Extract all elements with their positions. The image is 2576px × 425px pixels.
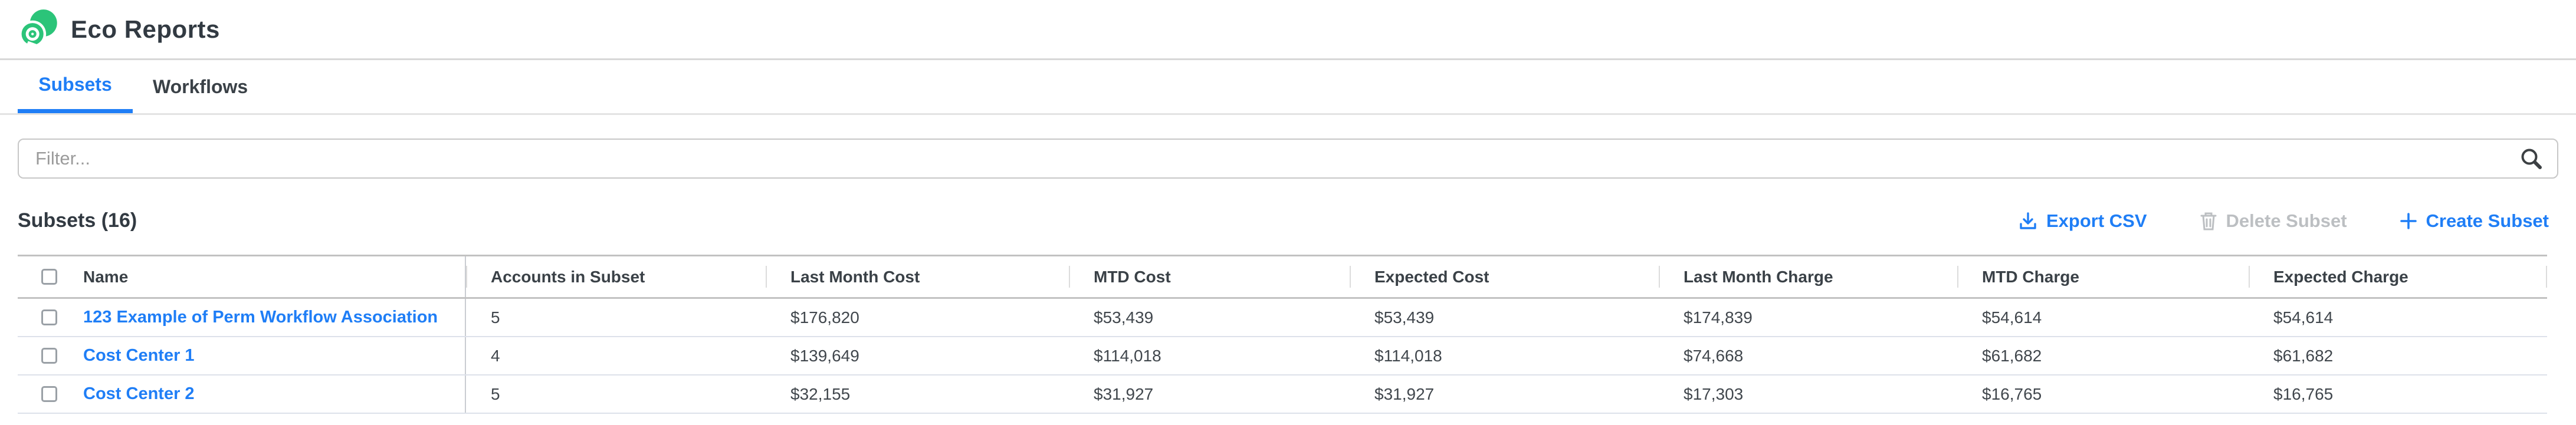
tab-workflows[interactable]: Workflows	[133, 60, 268, 113]
page-title: Eco Reports	[71, 15, 220, 43]
cell-expected-charge: $16,765	[2273, 384, 2334, 403]
header-last-month-cost: Last Month Cost	[766, 256, 1069, 297]
subset-link[interactable]: Cost Center 2	[83, 384, 195, 403]
tab-workflows-label: Workflows	[153, 75, 248, 97]
table-row: Cost Center 1 4 $139,649 $114,018 $114,0…	[18, 337, 2547, 375]
plus-icon	[2400, 212, 2417, 229]
cell-expected-cost: $31,927	[1374, 384, 1435, 403]
header-name: Name	[18, 256, 466, 297]
table-header-row: Name Accounts in Subset Last Month Cost …	[18, 256, 2547, 299]
cell-accounts: 5	[491, 308, 500, 327]
cell-mtd-charge: $61,682	[1982, 346, 2042, 365]
eco-reports-logo-icon	[19, 9, 57, 50]
subset-link[interactable]: Cost Center 1	[83, 346, 195, 365]
cell-last-month-cost: $176,820	[790, 308, 859, 327]
row-checkbox[interactable]	[41, 386, 57, 402]
cell-accounts: 5	[491, 384, 500, 403]
header-mtd-cost: MTD Cost	[1069, 256, 1350, 297]
row-name-cell: Cost Center 1	[18, 337, 466, 374]
select-all-checkbox[interactable]	[41, 269, 57, 285]
header-expected-charge: Expected Charge	[2249, 256, 2547, 297]
tab-subsets-label: Subsets	[38, 74, 112, 95]
create-subset-button[interactable]: Create Subset	[2399, 210, 2549, 232]
header-mtd-charge: MTD Charge	[1957, 256, 2249, 297]
cell-expected-charge: $61,682	[2273, 346, 2334, 365]
cell-last-month-charge: $17,303	[1684, 384, 1744, 403]
export-csv-button[interactable]: Export CSV	[2018, 210, 2147, 232]
tab-subsets[interactable]: Subsets	[18, 60, 133, 113]
section-bar: Subsets (16) Export CSV Delete Subset	[18, 209, 2549, 232]
header-name-label: Name	[83, 267, 129, 286]
cell-last-month-cost: $32,155	[790, 384, 851, 403]
delete-subset-button[interactable]: Delete Subset	[2199, 210, 2347, 232]
filter-input[interactable]	[18, 139, 2558, 179]
header-accounts-in-subset: Accounts in Subset	[466, 256, 766, 297]
search-icon[interactable]	[2519, 147, 2543, 170]
tab-bar: Subsets Workflows	[0, 60, 2576, 115]
subsets-table: Name Accounts in Subset Last Month Cost …	[18, 255, 2547, 414]
export-csv-label: Export CSV	[2046, 210, 2147, 231]
cell-last-month-charge: $174,839	[1684, 308, 1753, 327]
row-checkbox[interactable]	[41, 348, 57, 364]
cell-mtd-cost: $53,439	[1094, 308, 1154, 327]
section-title: Subsets (16)	[18, 209, 137, 232]
download-icon	[2020, 212, 2036, 229]
table-actions: Export CSV Delete Subset Create Subset	[2018, 210, 2549, 232]
table-row: 123 Example of Perm Workflow Association…	[18, 299, 2547, 337]
trash-icon	[2200, 212, 2217, 230]
cell-last-month-cost: $139,649	[790, 346, 859, 365]
table-row: Cost Center 2 5 $32,155 $31,927 $31,927 …	[18, 375, 2547, 414]
cell-last-month-charge: $74,668	[1684, 346, 1744, 365]
row-name-cell: 123 Example of Perm Workflow Association	[18, 299, 466, 336]
create-subset-label: Create Subset	[2426, 210, 2549, 231]
app-header: Eco Reports	[0, 0, 2576, 60]
cell-expected-cost: $53,439	[1374, 308, 1435, 327]
row-checkbox[interactable]	[41, 309, 57, 325]
cell-expected-cost: $114,018	[1374, 346, 1442, 365]
header-last-month-charge: Last Month Charge	[1659, 256, 1957, 297]
cell-mtd-cost: $114,018	[1094, 346, 1161, 365]
cell-expected-charge: $54,614	[2273, 308, 2334, 327]
cell-mtd-cost: $31,927	[1094, 384, 1154, 403]
header-expected-cost: Expected Cost	[1350, 256, 1659, 297]
subset-link[interactable]: 123 Example of Perm Workflow Association	[83, 308, 438, 327]
cell-mtd-charge: $16,765	[1982, 384, 2042, 403]
row-name-cell: Cost Center 2	[18, 375, 466, 413]
delete-subset-label: Delete Subset	[2226, 210, 2347, 231]
filter-bar	[18, 139, 2558, 179]
cell-mtd-charge: $54,614	[1982, 308, 2042, 327]
cell-accounts: 4	[491, 346, 500, 365]
